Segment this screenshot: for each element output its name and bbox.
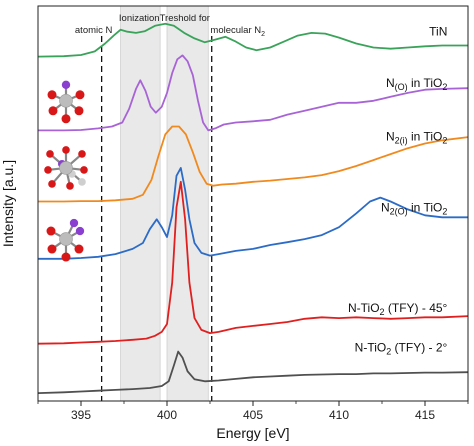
molecule-n-o-in-tio2 [47, 80, 85, 124]
annotation-molecular-n2-subscript: 2 [261, 31, 265, 38]
annotation-ionization-threshold: IonizationTreshold for [119, 13, 210, 24]
x-axis-ticks: 395 400 405 410 415 [37, 401, 469, 422]
molecule-center-atom [59, 94, 73, 108]
x-tick-label: 395 [71, 408, 91, 422]
series-group [37, 22, 469, 394]
series-label-part: 2(O) [390, 206, 408, 216]
molecule-atom [62, 146, 70, 154]
series-label-3: N2(i) in TiO2 [386, 129, 447, 145]
series-label-part: N [386, 76, 395, 90]
series-line-2 [38, 54, 469, 132]
series-label-part: 2 [386, 347, 391, 357]
series-label-part: N [381, 200, 390, 214]
molecule-atom [47, 244, 57, 254]
series-label-part: (TFY) - 45° [385, 301, 448, 315]
series-line-6 [37, 350, 469, 394]
annotation-atomic-n: atomic N [75, 25, 113, 36]
series-label-part: (O) [395, 82, 408, 92]
x-axis-title: Energy [eV] [216, 425, 289, 441]
series-line-3 [38, 125, 469, 203]
molecule-atom [74, 244, 84, 254]
molecule-atom [78, 178, 86, 186]
molecule-atom [78, 150, 86, 158]
x-tick-label: 410 [329, 408, 349, 422]
series-label-part: TiN [429, 25, 447, 39]
molecule-atom [48, 180, 56, 188]
annotation-molecular-n2-text: molecular N [210, 25, 261, 36]
molecule-n2-i-in-tio2 [44, 146, 88, 190]
molecule-atom [75, 90, 85, 100]
molecule-atom [75, 226, 85, 236]
series-label-part: N-TiO [348, 301, 380, 315]
series-label-part: 2(i) [395, 135, 408, 145]
series-line-4 [38, 167, 468, 260]
series-label-4: N2(O) in TiO2 [381, 200, 447, 216]
molecule-atom [74, 106, 84, 116]
series-label-5: N-TiO2 (TFY) - 45° [348, 301, 448, 317]
molecule-atom [66, 182, 74, 190]
highlight-bands [120, 5, 209, 402]
series-label-part: in TiO [408, 129, 443, 143]
series-label-2: N(O) in TiO2 [386, 76, 447, 92]
series-label-part: 2 [442, 206, 447, 216]
molecule-atom [61, 80, 71, 90]
molecule-atom [47, 90, 57, 100]
annotation-molecular-n2: molecular N2 [210, 25, 265, 38]
molecule-atom [61, 114, 71, 124]
reference-lines [100, 36, 213, 401]
highlight-band-1 [120, 5, 161, 402]
molecule-center-atom [59, 161, 73, 175]
x-tick-label: 405 [243, 408, 263, 422]
series-label-part: in TiO [408, 76, 443, 90]
series-label-part: N [386, 129, 395, 143]
x-tick-label: 415 [415, 408, 435, 422]
series-label-6: N-TiO2 (TFY) - 2° [355, 341, 448, 357]
molecule-atom [80, 166, 88, 174]
y-axis-title: Intensity [a.u.] [0, 160, 16, 247]
series-label-1: TiN [429, 25, 447, 39]
molecule-atom [69, 218, 79, 228]
series-line-1 [37, 22, 468, 58]
molecule-atom [61, 252, 71, 262]
series-label-part: 2 [442, 135, 447, 145]
series-label-part: N-TiO [355, 341, 387, 355]
series-label-part: 2 [442, 82, 447, 92]
molecule-atom [48, 106, 58, 116]
molecule-atom [46, 226, 56, 236]
series-label-part: (TFY) - 2° [391, 341, 447, 355]
x-tick-label: 400 [157, 408, 177, 422]
molecule-n2-o-in-tio2 [46, 218, 85, 262]
molecule-center-atom [59, 232, 73, 246]
molecule-icons [44, 80, 88, 262]
series-line-5 [37, 180, 469, 345]
molecule-atom [46, 150, 54, 158]
series-label-part: in TiO [408, 200, 443, 214]
molecule-atom [44, 166, 52, 174]
series-label-part: 2 [380, 307, 385, 317]
